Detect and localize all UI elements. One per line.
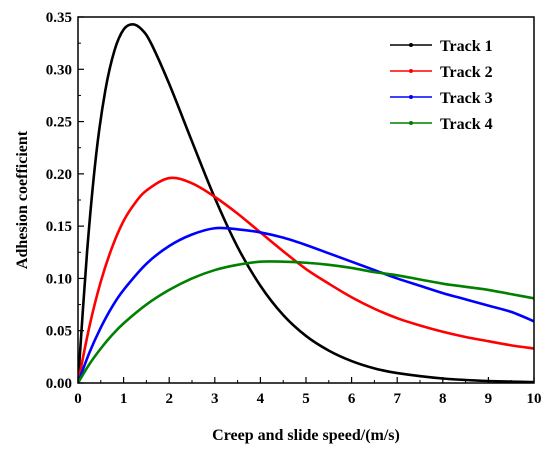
y-tick-label-7: 0.35 <box>46 10 72 26</box>
series-line-track-1 <box>78 23 534 383</box>
legend: Track 1 Track 2 Track 3 Track 4 <box>390 38 493 133</box>
legend-label-track-2: Track 2 <box>440 64 493 81</box>
series-line-track-3 <box>78 226 534 383</box>
series-line-track-2 <box>78 176 534 383</box>
x-tick-label-1: 1 <box>120 391 128 407</box>
x-tick-label-2: 2 <box>165 391 173 407</box>
y-axis-title: Adhesion coefficient <box>14 130 31 269</box>
x-tick-label-5: 5 <box>302 391 310 407</box>
y-tick-label-0: 0.00 <box>46 376 72 392</box>
series-layer <box>78 23 534 383</box>
x-axis-title: Creep and slide speed/(m/s) <box>212 427 400 444</box>
series-line-track-4 <box>78 260 534 383</box>
legend-marker-track-3 <box>409 95 413 99</box>
y-axis: 0.00 0.05 0.10 0.15 0.20 0.25 0.30 0.35 <box>46 10 84 392</box>
legend-marker-track-1 <box>409 43 413 47</box>
y-tick-label-2: 0.10 <box>46 271 72 287</box>
y-tick-label-6: 0.30 <box>46 62 72 78</box>
x-tick-label-0: 0 <box>74 391 82 407</box>
y-tick-label-5: 0.25 <box>46 115 72 131</box>
y-tick-label-1: 0.05 <box>46 324 72 340</box>
x-axis: 0 1 2 3 4 5 6 7 8 9 10 <box>74 377 542 407</box>
x-tick-label-10: 10 <box>527 391 542 407</box>
x-tick-label-9: 9 <box>485 391 493 407</box>
y-tick-label-4: 0.20 <box>46 167 72 183</box>
legend-marker-track-4 <box>409 121 413 125</box>
x-tick-label-8: 8 <box>439 391 447 407</box>
x-tick-label-3: 3 <box>211 391 219 407</box>
legend-label-track-4: Track 4 <box>440 116 493 133</box>
x-tick-label-7: 7 <box>393 391 401 407</box>
x-tick-label-6: 6 <box>348 391 356 407</box>
x-tick-label-4: 4 <box>257 391 265 407</box>
y-tick-label-3: 0.15 <box>46 219 72 235</box>
legend-label-track-1: Track 1 <box>440 38 493 55</box>
legend-label-track-3: Track 3 <box>440 90 493 107</box>
legend-marker-track-2 <box>409 69 413 73</box>
